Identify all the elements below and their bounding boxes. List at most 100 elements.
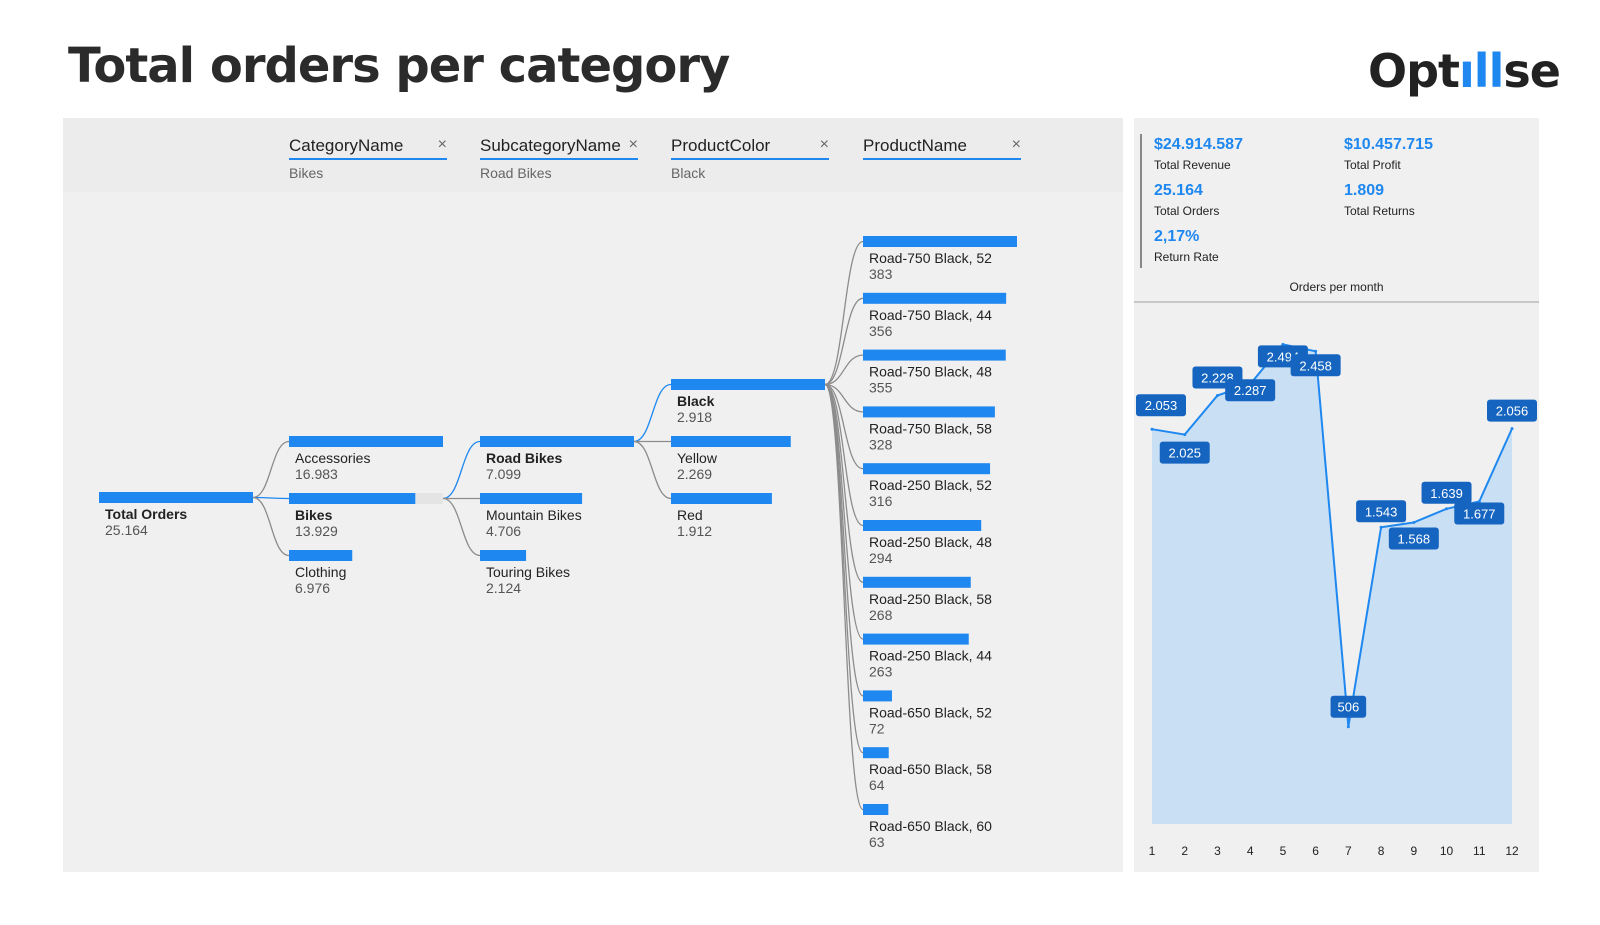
node-bar[interactable] (863, 747, 889, 759)
data-label-text: 2.025 (1168, 446, 1201, 461)
x-tick-label: 9 (1410, 844, 1417, 858)
tree-connector (824, 240, 864, 386)
node-bar[interactable] (289, 436, 443, 447)
node-bar[interactable] (863, 633, 969, 645)
kpi-label: Total Profit (1344, 158, 1401, 172)
node-label: Mountain Bikes (486, 507, 582, 523)
node-bar[interactable] (863, 463, 991, 475)
node-value: 2.124 (486, 580, 521, 596)
level-underline (480, 158, 638, 160)
data-label-bg (1136, 394, 1186, 417)
kpi-return-rate: 2,17% Return Rate (1154, 228, 1219, 264)
node-bar[interactable] (671, 436, 791, 447)
kpi-label: Total Returns (1344, 204, 1415, 218)
node-bar[interactable] (863, 520, 982, 531)
x-tick-label: 4 (1247, 844, 1254, 858)
kpi-panel: $24.914.587 Total Revenue $10.457.715 To… (1134, 118, 1539, 872)
level-filter: Black (671, 165, 706, 181)
node-label: Accessories (295, 450, 370, 466)
node-bar[interactable] (480, 436, 634, 447)
node-value: 7.099 (486, 466, 521, 482)
data-point[interactable] (1183, 433, 1187, 437)
node-value: 72 (869, 720, 885, 736)
data-label-text: 506 (1338, 700, 1360, 715)
data-label-bg (1330, 695, 1367, 718)
level-header-strip (63, 118, 1123, 192)
node-bar[interactable] (863, 236, 1017, 247)
tree-connector (824, 383, 864, 470)
node-bar[interactable] (863, 406, 995, 418)
node-bar[interactable] (863, 349, 1006, 361)
x-tick-label: 2 (1181, 844, 1188, 858)
tree-connector (633, 383, 672, 443)
node-bar[interactable] (671, 493, 772, 504)
node-value: 268 (869, 607, 893, 623)
data-point[interactable] (1281, 342, 1285, 346)
node-label: Road-750 Black, 58 (869, 420, 992, 436)
data-label-text: 1.568 (1398, 531, 1431, 546)
orders-per-month-chart: 2.0532.0252.2282.2872.4942.4585061.5431.… (1136, 342, 1537, 858)
node-label: Yellow (677, 450, 718, 466)
node-value: 383 (869, 266, 893, 282)
node-value: 294 (869, 550, 893, 566)
node-label: Road-650 Black, 58 (869, 761, 992, 777)
data-label: 1.543 (1356, 500, 1407, 523)
data-point[interactable] (1510, 427, 1514, 431)
node-bar[interactable] (289, 493, 416, 504)
node-value: 6.976 (295, 580, 330, 596)
node-bar[interactable] (671, 379, 825, 390)
decomposition-tree-visual: CategoryName × Bikes SubcategoryName × R… (63, 118, 1123, 872)
close-icon[interactable]: × (1011, 136, 1021, 153)
data-point[interactable] (1379, 525, 1383, 529)
node-bar[interactable] (863, 804, 889, 815)
node-value: 2.269 (677, 466, 712, 482)
optilyse-logo: Optıllse (1368, 44, 1561, 98)
data-point[interactable] (1150, 427, 1154, 431)
level-name: ProductName (863, 136, 967, 155)
node-bar[interactable] (99, 492, 253, 503)
close-icon[interactable]: × (628, 136, 638, 153)
kpi-value: 25.164 (1154, 182, 1203, 199)
node-bar[interactable] (863, 292, 1007, 304)
data-label: 2.025 (1159, 441, 1210, 464)
data-label-bg (1421, 481, 1472, 504)
close-icon[interactable]: × (437, 136, 447, 153)
kpi-label: Total Revenue (1154, 158, 1231, 172)
data-point[interactable] (1346, 725, 1350, 729)
node-bar[interactable] (863, 690, 892, 702)
node-bar[interactable] (289, 550, 353, 561)
data-point[interactable] (1215, 394, 1219, 398)
node-bar[interactable] (480, 493, 583, 504)
data-point[interactable] (1412, 520, 1416, 524)
data-point[interactable] (1445, 507, 1449, 511)
data-point[interactable] (1477, 500, 1481, 503)
close-icon[interactable]: × (819, 136, 829, 153)
node-bar[interactable] (480, 550, 527, 561)
level-name: ProductColor (671, 136, 771, 155)
tree-connector (824, 383, 864, 697)
node-bar[interactable] (863, 576, 971, 588)
data-point[interactable] (1314, 349, 1318, 353)
